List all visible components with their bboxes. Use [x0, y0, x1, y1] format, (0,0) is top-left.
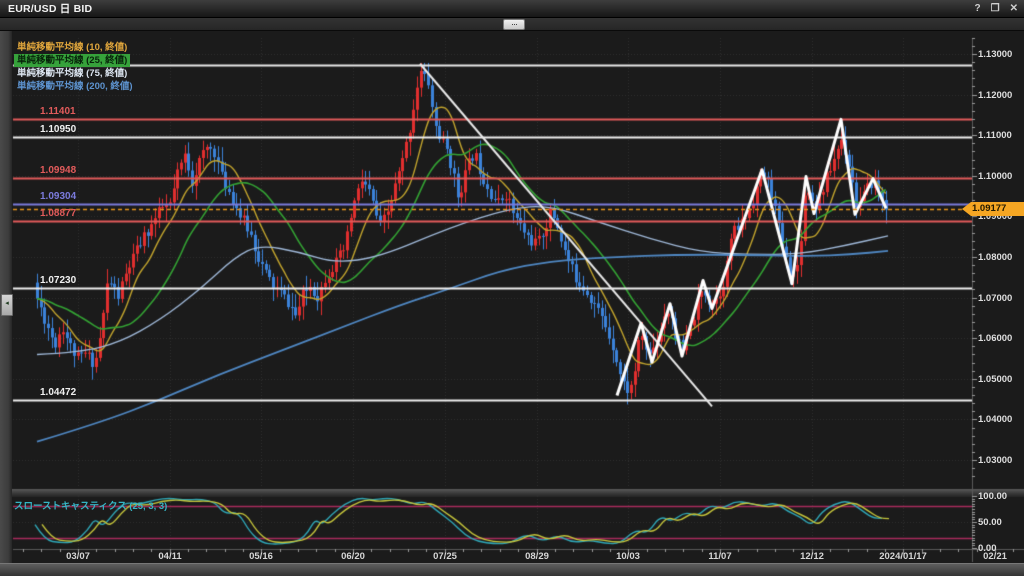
price-axis-label: 1.03000: [978, 455, 1013, 466]
current-price-tag: 1.09177: [962, 202, 1024, 217]
stochastic-axis-label: 100.00: [978, 491, 1008, 502]
legend-item-ma200[interactable]: 単純移動平均線 (200, 終値): [17, 81, 133, 92]
maximize-button[interactable]: ❐: [990, 3, 1000, 14]
help-button[interactable]: ?: [974, 3, 981, 14]
date-axis-label: 03/07: [66, 551, 90, 562]
date-axis-label: 2024/01/17: [879, 551, 927, 562]
sr-line-label[interactable]: 1.09304: [40, 191, 77, 203]
date-axis-label: 10/03: [616, 551, 640, 562]
legend-item-ma25[interactable]: 単純移動平均線 (25, 終値): [14, 54, 131, 67]
date-axis-label: 06/20: [341, 551, 365, 562]
price-tag-arrow-icon: [962, 202, 971, 217]
price-axis-label: 1.11000: [978, 130, 1012, 142]
close-button[interactable]: ✕: [1009, 3, 1018, 14]
window-bottom-frame: [0, 563, 1024, 576]
legend-item-ma10[interactable]: 単純移動平均線 (10, 終値): [17, 42, 128, 53]
price-axis-label: 1.13000: [978, 49, 1013, 60]
date-axis-label: 04/11: [158, 551, 182, 562]
sr-line-label[interactable]: 1.04472: [40, 387, 77, 399]
date-axis-label: 08/29: [525, 551, 549, 562]
price-axis-label: 1.04000: [978, 414, 1013, 426]
sr-line-label[interactable]: 1.11401: [40, 105, 76, 117]
price-axis-label: 1.12000: [978, 89, 1013, 101]
toolbar-strip: [0, 17, 1024, 31]
date-axis-label: 02/21: [983, 551, 1007, 562]
price-axis-label: 1.05000: [978, 373, 1013, 385]
rail-scroll-button[interactable]: ◂: [1, 294, 13, 316]
legend-item-ma75[interactable]: 単純移動平均線 (75, 終値): [17, 68, 128, 79]
window-title: EUR/USD 日 BID: [8, 3, 93, 15]
price-axis-label: 1.10000: [978, 170, 1013, 182]
toolbar-collapse-handle[interactable]: [503, 19, 525, 30]
sr-line-label[interactable]: 1.09948: [40, 164, 77, 176]
price-tag-value: 1.09177: [971, 202, 1024, 217]
left-rail: ◂: [0, 30, 13, 563]
date-axis-label: 11/07: [708, 551, 732, 562]
sr-line-label[interactable]: 1.10950: [40, 124, 77, 136]
date-axis-label: 05/16: [249, 551, 273, 562]
title-bar[interactable]: EUR/USD 日 BID ? ❐ ✕: [0, 0, 1024, 18]
date-axis-label: 07/25: [433, 551, 457, 562]
sr-line-label[interactable]: 1.07230: [40, 275, 77, 287]
date-axis-label: 12/12: [800, 551, 824, 562]
price-axis-label: 1.09000: [978, 211, 1013, 223]
sr-line-label[interactable]: 1.08877: [40, 208, 77, 220]
stochastic-axis-label: 50.00: [978, 517, 1002, 528]
stochastic-axis-label: 0.00: [978, 543, 997, 554]
indicator-legend: 単純移動平均線 (10, 終値) 単純移動平均線 (25, 終値) 単純移動平均線 …: [14, 41, 136, 93]
price-axis-label: 1.06000: [978, 333, 1013, 345]
price-axis-label: 1.07000: [978, 292, 1013, 304]
stochastic-label: スローストキャスティクス (25, 3, 3): [14, 501, 168, 512]
price-axis-label: 1.08000: [978, 252, 1013, 263]
